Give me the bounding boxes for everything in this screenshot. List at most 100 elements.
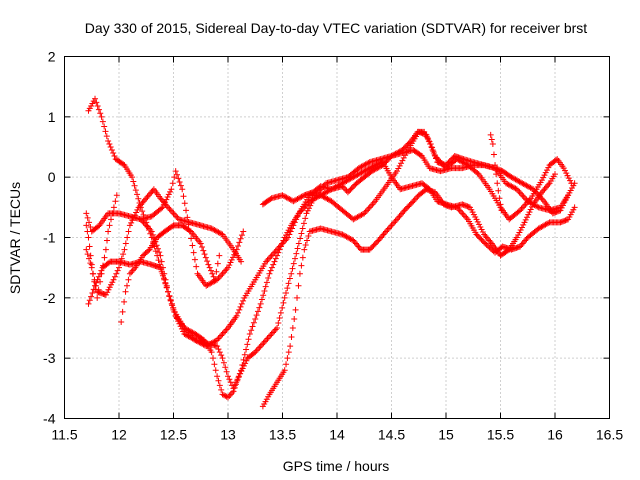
data-point xyxy=(199,336,206,343)
data-point xyxy=(293,250,300,257)
data-point xyxy=(281,294,288,301)
data-point xyxy=(399,157,406,164)
data-point xyxy=(445,203,452,210)
x-tick-label: 12.5 xyxy=(160,427,187,443)
data-point xyxy=(385,225,392,232)
data-point xyxy=(248,327,255,334)
data-point xyxy=(129,217,136,224)
data-point xyxy=(241,351,248,358)
data-point xyxy=(521,219,528,226)
data-point xyxy=(263,279,270,286)
data-point xyxy=(571,204,578,211)
data-point xyxy=(240,356,247,363)
data-point xyxy=(180,193,187,200)
data-point xyxy=(164,193,171,200)
data-point xyxy=(108,281,115,288)
x-tick-label: 13.5 xyxy=(269,427,296,443)
data-point xyxy=(119,308,126,315)
data-point xyxy=(86,297,93,304)
data-point xyxy=(493,165,500,172)
data-point xyxy=(287,343,294,350)
data-point xyxy=(525,211,532,218)
data-point xyxy=(89,290,96,297)
data-point xyxy=(277,309,284,316)
data-point xyxy=(480,239,487,246)
data-point xyxy=(214,260,221,267)
data-point xyxy=(121,246,128,253)
data-point xyxy=(552,157,559,164)
data-point xyxy=(98,270,105,277)
data-point xyxy=(556,207,563,214)
data-point xyxy=(223,326,230,333)
data-point xyxy=(106,284,113,291)
data-point xyxy=(520,221,527,228)
data-point xyxy=(170,304,177,311)
data-point xyxy=(118,318,125,325)
data-point xyxy=(159,204,166,211)
data-point xyxy=(551,209,558,216)
data-point xyxy=(563,216,570,223)
data-point xyxy=(277,243,284,250)
data-point xyxy=(233,312,240,319)
data-point xyxy=(228,256,235,263)
data-point xyxy=(172,168,179,175)
data-point xyxy=(363,207,370,214)
data-point xyxy=(372,162,379,169)
data-point xyxy=(218,352,225,359)
data-point xyxy=(91,278,98,285)
data-point xyxy=(144,223,151,230)
data-point xyxy=(268,264,275,271)
data-point xyxy=(259,341,266,348)
data-point xyxy=(170,210,177,217)
data-point xyxy=(105,228,112,235)
data-point xyxy=(297,208,304,215)
data-point xyxy=(272,326,279,333)
data-point xyxy=(265,255,272,262)
data-point xyxy=(236,370,243,377)
data-point xyxy=(100,262,107,269)
data-point xyxy=(188,235,195,242)
data-point xyxy=(106,140,113,147)
data-point xyxy=(103,133,110,140)
data-point xyxy=(238,300,245,307)
data-point xyxy=(123,282,130,289)
data-point xyxy=(214,373,221,380)
data-point xyxy=(465,203,472,210)
gridlines xyxy=(64,56,610,419)
data-point xyxy=(208,349,215,356)
data-point xyxy=(205,261,212,268)
data-point xyxy=(222,267,229,274)
data-point xyxy=(289,325,296,331)
series-track-b xyxy=(83,168,247,289)
data-point xyxy=(284,355,291,362)
data-point xyxy=(98,113,105,120)
data-point xyxy=(549,210,556,217)
data-point xyxy=(219,331,226,338)
data-point xyxy=(219,355,226,362)
data-point xyxy=(110,150,117,157)
data-point xyxy=(219,270,226,277)
data-point xyxy=(129,267,136,274)
data-point xyxy=(175,175,182,182)
data-point xyxy=(304,237,311,244)
data-point xyxy=(145,247,152,254)
data-point xyxy=(518,205,525,212)
data-point xyxy=(210,355,217,362)
data-point xyxy=(557,207,564,214)
data-point xyxy=(489,140,496,147)
data-point xyxy=(279,304,286,311)
data-point xyxy=(295,282,302,289)
data-point xyxy=(211,276,218,283)
data-point xyxy=(234,377,241,384)
data-point xyxy=(561,199,568,206)
data-point xyxy=(442,201,449,208)
data-point xyxy=(521,202,528,209)
data-point xyxy=(143,222,150,229)
data-point xyxy=(558,204,565,211)
data-point xyxy=(544,167,551,174)
data-point xyxy=(83,210,90,217)
data-point xyxy=(527,206,534,213)
data-point xyxy=(108,147,115,154)
data-point xyxy=(132,187,139,194)
data-point xyxy=(571,180,578,187)
